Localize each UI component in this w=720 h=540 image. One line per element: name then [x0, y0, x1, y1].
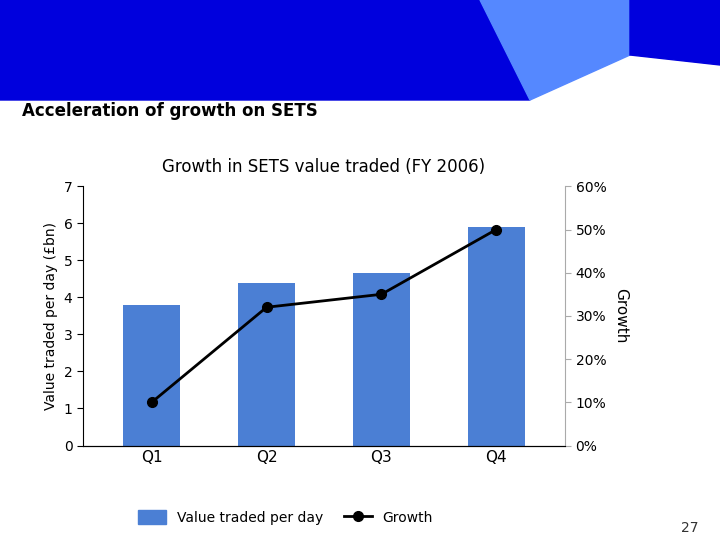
Polygon shape — [480, 0, 630, 100]
Text: Acceleration of growth on SETS: Acceleration of growth on SETS — [22, 102, 318, 120]
Polygon shape — [630, 0, 720, 65]
Y-axis label: Value traded per day (£bn): Value traded per day (£bn) — [44, 222, 58, 410]
Legend: Value traded per day, Growth: Value traded per day, Growth — [132, 504, 438, 530]
Bar — [123, 305, 181, 445]
Bar — [238, 282, 295, 446]
Bar — [353, 273, 410, 446]
Polygon shape — [0, 0, 530, 100]
Y-axis label: Growth: Growth — [613, 288, 629, 343]
Title: Growth in SETS value traded (FY 2006): Growth in SETS value traded (FY 2006) — [163, 158, 485, 177]
Text: Secular change in trading:: Secular change in trading: — [22, 74, 312, 93]
Text: 27: 27 — [681, 521, 698, 535]
Bar — [467, 227, 525, 446]
